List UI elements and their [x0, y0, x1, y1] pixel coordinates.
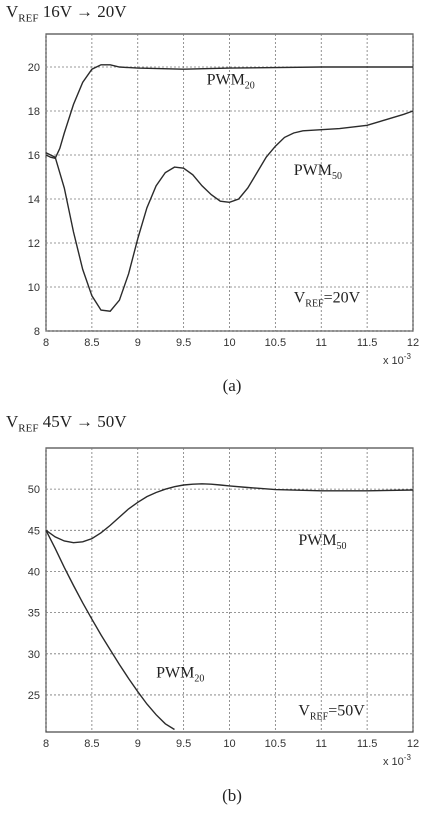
annotation-label: PWM50: [294, 162, 342, 182]
y-tick-label: 30: [28, 649, 40, 661]
y-tick-label: 25: [28, 690, 40, 702]
annotation-base: V: [298, 703, 310, 720]
x-tick-label: 10: [223, 337, 235, 349]
annotation-rest: =20V: [324, 289, 361, 306]
x-multiplier: x 10-3: [383, 753, 411, 768]
annotation-sub: REF: [305, 298, 324, 309]
annotation-sub: 20: [194, 674, 204, 685]
annotation-sub: 50: [332, 171, 342, 182]
annotation-base: PWM: [298, 532, 336, 549]
x-multiplier-exp: -3: [404, 352, 412, 361]
chart-b-caption: (b): [222, 786, 242, 805]
y-tick-label: 50: [28, 484, 40, 496]
chart-a-title-sub: REF: [18, 12, 39, 25]
x-multiplier-base: x 10: [383, 355, 404, 367]
y-tick-label: 35: [28, 608, 40, 620]
y-tick-label: 20: [28, 62, 40, 74]
y-tick-label: 18: [28, 106, 40, 118]
annotation-base: PWM: [156, 665, 194, 682]
annotation-rest: =50V: [328, 703, 365, 720]
chart-b-title: VREF 45V → 50V: [6, 412, 126, 434]
chart-a: 8 8.5 9 9.5 10 10.5 11 11.5 12 8 10 12 14 16 18 20 x 10-…: [28, 33, 419, 367]
x-tick-label: 11: [316, 738, 327, 750]
annotation-label: PWM50: [298, 532, 346, 552]
annotation-base: V: [294, 289, 306, 306]
annotation-label: PWM20: [156, 665, 204, 685]
chart-a-title-v: V: [6, 2, 19, 21]
y-tick-label: 12: [28, 238, 40, 250]
y-tick-label: 14: [28, 194, 40, 206]
series-line-pwm50: [45, 110, 414, 312]
series-line-pwm50: [45, 483, 414, 544]
x-tick-label: 11.5: [357, 738, 378, 750]
annotation-label: PWM20: [207, 72, 255, 92]
x-tick-label: 12: [407, 738, 419, 750]
annotation-sub: 50: [337, 541, 347, 552]
x-multiplier-exp: -3: [404, 753, 412, 762]
x-tick-label: 9: [135, 738, 141, 750]
series-line-pwm20: [45, 64, 413, 160]
x-tick-label: 8.5: [84, 738, 99, 750]
chart-b: 8 8.5 9 9.5 10 10.5 11 11.5 12 25 30 35 40 45 50 x 10-3…: [28, 447, 419, 768]
x-tick-label: 9.5: [176, 738, 191, 750]
annotation-label: VREF=50V: [298, 703, 365, 723]
x-tick-label: 8.5: [84, 337, 99, 349]
x-tick-label: 8: [43, 337, 49, 349]
annotation-label: VREF=20V: [294, 289, 361, 309]
x-tick-label: 8: [43, 738, 49, 750]
x-tick-label: 10: [223, 738, 235, 750]
y-tick-label: 16: [28, 150, 40, 162]
x-tick-label: 9.5: [176, 337, 191, 349]
chart-b-title-v: V: [6, 412, 19, 431]
annotation-sub: REF: [310, 712, 329, 723]
x-tick-label: 11.5: [357, 337, 378, 349]
chart-a-caption: (a): [222, 376, 242, 395]
x-tick-label: 9: [135, 337, 141, 349]
x-tick-label: 10.5: [265, 738, 286, 750]
chart-b-title-rest: 45V → 50V: [38, 412, 127, 431]
chart-a-title-rest: 16V → 20V: [38, 2, 127, 21]
series-line-pwm20: [45, 529, 175, 731]
y-tick-label: 40: [28, 566, 40, 578]
x-tick-label: 11: [316, 337, 327, 349]
x-tick-label: 12: [407, 337, 419, 349]
x-multiplier: x 10-3: [383, 352, 411, 367]
x-tick-label: 10.5: [265, 337, 286, 349]
y-tick-label: 10: [28, 282, 40, 294]
annotation-base: PWM: [207, 72, 245, 89]
chart-a-title: VREF 16V → 20V: [6, 2, 126, 24]
annotation-sub: 20: [245, 81, 255, 92]
y-tick-label: 45: [28, 525, 40, 537]
y-tick-label: 8: [34, 326, 40, 338]
chart-b-title-sub: REF: [18, 422, 39, 435]
annotation-base: PWM: [294, 162, 332, 179]
x-multiplier-base: x 10: [383, 756, 404, 768]
